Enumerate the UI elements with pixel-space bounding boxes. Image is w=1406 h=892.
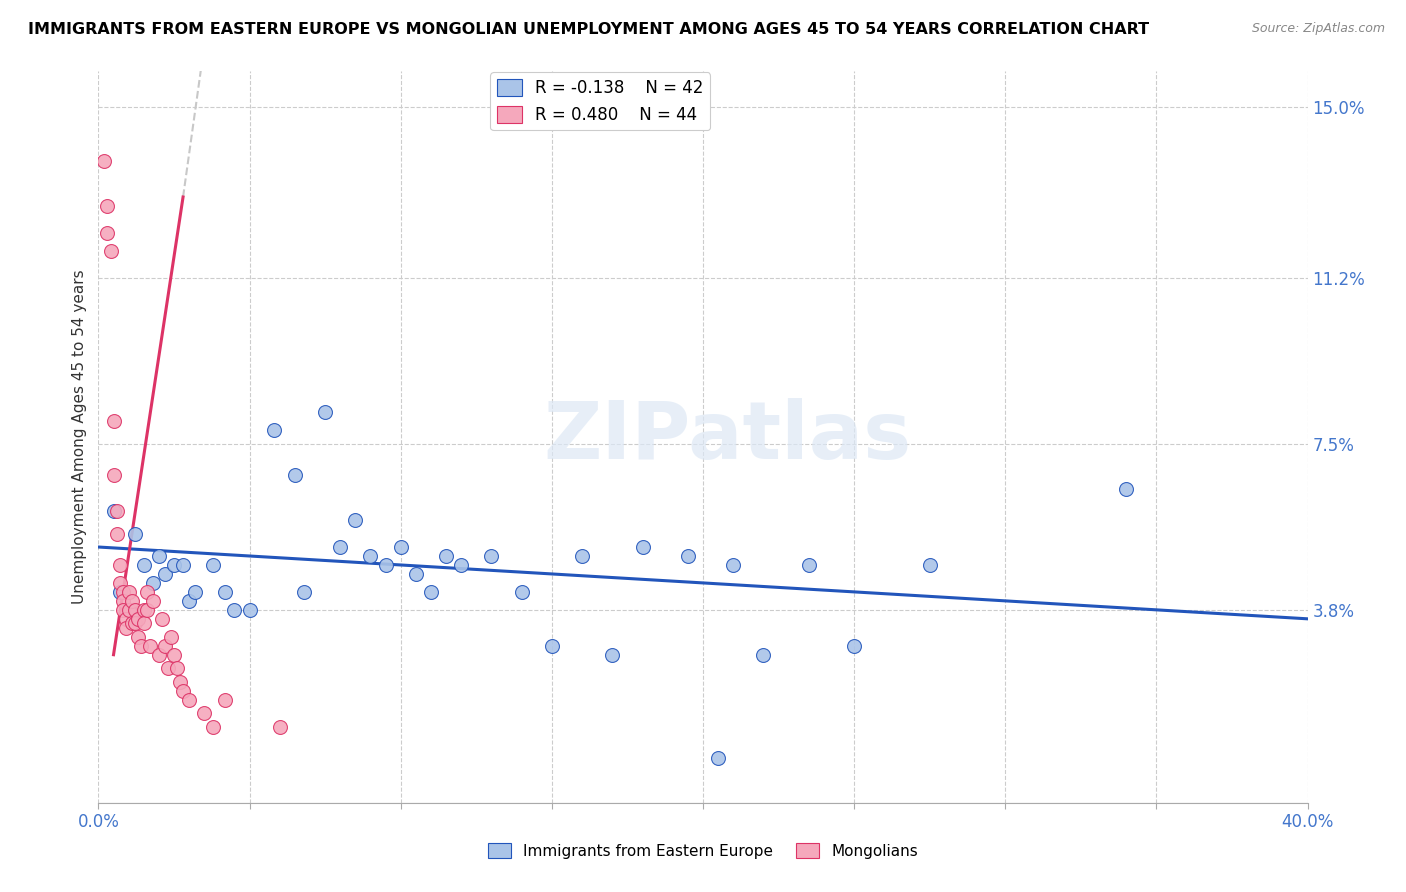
Point [118, 603, 141, 617]
Point [163, 558, 186, 572]
Point [844, 639, 866, 653]
Point [169, 674, 191, 689]
Point [118, 603, 141, 617]
Point [374, 558, 396, 572]
Point [202, 719, 225, 733]
Point [314, 405, 336, 419]
Point [166, 661, 188, 675]
Point [111, 594, 134, 608]
Point [103, 504, 125, 518]
Point [239, 603, 262, 617]
Point [631, 540, 654, 554]
Point [96, 199, 118, 213]
Point [752, 648, 775, 662]
Point [434, 549, 457, 563]
Point [224, 603, 246, 617]
Point [148, 549, 170, 563]
Point [602, 648, 624, 662]
Point [193, 706, 215, 720]
Point [108, 575, 131, 590]
Point [797, 558, 820, 572]
Point [121, 594, 143, 608]
Text: ZIPatlas: ZIPatlas [543, 398, 911, 476]
Point [93, 154, 115, 169]
Text: Source: ZipAtlas.com: Source: ZipAtlas.com [1251, 22, 1385, 36]
Point [132, 603, 155, 617]
Point [184, 585, 207, 599]
Point [344, 513, 367, 527]
Legend: Immigrants from Eastern Europe, Mongolians: Immigrants from Eastern Europe, Mongolia… [482, 837, 924, 864]
Point [723, 558, 745, 572]
Point [108, 558, 131, 572]
Point [124, 616, 146, 631]
Point [160, 630, 183, 644]
Point [105, 526, 128, 541]
Point [676, 549, 699, 563]
Text: IMMIGRANTS FROM EASTERN EUROPE VS MONGOLIAN UNEMPLOYMENT AMONG AGES 45 TO 54 YEA: IMMIGRANTS FROM EASTERN EUROPE VS MONGOL… [28, 22, 1149, 37]
Point [114, 612, 136, 626]
Point [111, 585, 134, 599]
Point [179, 594, 201, 608]
Point [918, 558, 941, 572]
Point [100, 244, 122, 258]
Point [111, 603, 134, 617]
Point [269, 719, 291, 733]
Point [96, 226, 118, 240]
Point [129, 639, 152, 653]
Point [142, 594, 165, 608]
Point [1115, 482, 1137, 496]
Point [172, 558, 194, 572]
Point [172, 683, 194, 698]
Point [163, 648, 186, 662]
Point [114, 621, 136, 635]
Point [263, 423, 285, 437]
Point [707, 751, 730, 765]
Point [214, 692, 236, 706]
Point [292, 585, 315, 599]
Point [389, 540, 412, 554]
Point [135, 585, 157, 599]
Point [121, 616, 143, 631]
Point [153, 639, 176, 653]
Point [124, 526, 146, 541]
Point [540, 639, 562, 653]
Point [153, 566, 176, 581]
Point [329, 540, 352, 554]
Point [132, 558, 155, 572]
Point [105, 504, 128, 518]
Point [142, 575, 165, 590]
Point [420, 585, 443, 599]
Point [103, 468, 125, 483]
Point [202, 558, 225, 572]
Point [127, 630, 149, 644]
Point [108, 585, 131, 599]
Point [148, 648, 170, 662]
Point [405, 566, 427, 581]
Y-axis label: Unemployment Among Ages 45 to 54 years: Unemployment Among Ages 45 to 54 years [72, 269, 87, 605]
Point [139, 639, 162, 653]
Point [150, 612, 173, 626]
Point [156, 661, 179, 675]
Point [132, 616, 155, 631]
Point [124, 603, 146, 617]
Point [360, 549, 382, 563]
Point [481, 549, 503, 563]
Point [179, 692, 201, 706]
Point [118, 585, 141, 599]
Point [571, 549, 593, 563]
Point [214, 585, 236, 599]
Point [284, 468, 307, 483]
Point [135, 603, 157, 617]
Point [510, 585, 533, 599]
Point [127, 612, 149, 626]
Point [103, 414, 125, 428]
Point [450, 558, 472, 572]
